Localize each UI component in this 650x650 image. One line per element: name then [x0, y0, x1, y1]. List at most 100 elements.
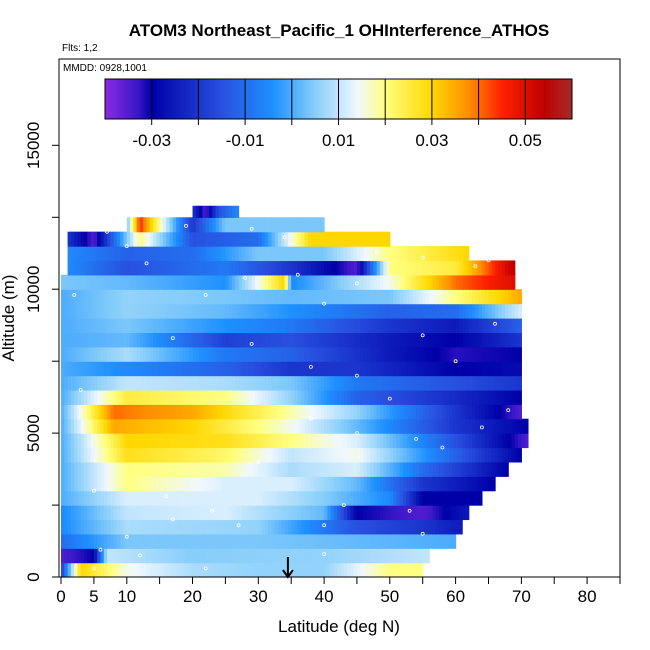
- heat-cell: [166, 289, 171, 305]
- heat-cell: [475, 433, 480, 449]
- heat-cell: [458, 260, 463, 276]
- heat-cell: [113, 246, 118, 262]
- heat-cell: [442, 246, 447, 262]
- heat-cell: [225, 231, 230, 247]
- heat-cell: [402, 519, 407, 535]
- heat-cell: [130, 505, 134, 521]
- heat-cell: [169, 404, 174, 420]
- heat-cell: [445, 533, 450, 549]
- heat-cell: [169, 217, 174, 233]
- heat-cell: [185, 375, 190, 391]
- heat-cell: [514, 418, 519, 434]
- heat-cell: [445, 505, 450, 521]
- heat-cell: [406, 418, 411, 434]
- heat-cell: [353, 303, 358, 319]
- heat-cell: [350, 231, 355, 247]
- heat-cell: [455, 260, 460, 276]
- heat-cell: [291, 274, 296, 290]
- heat-cell: [251, 332, 256, 348]
- heat-cell: [498, 375, 503, 391]
- heat-cell: [340, 433, 345, 449]
- heat-cell: [225, 303, 230, 319]
- heat-cell: [472, 303, 476, 319]
- heat-cell: [222, 404, 227, 420]
- heat-cell: [169, 274, 174, 290]
- heat-cell: [439, 318, 444, 333]
- heat-cell: [347, 289, 351, 305]
- heat-cell: [84, 548, 88, 564]
- heat-cell: [84, 533, 88, 549]
- heat-cell: [143, 404, 148, 420]
- heat-cell: [182, 548, 187, 564]
- heat-cell: [307, 346, 312, 362]
- heat-cell: [399, 303, 404, 319]
- heat-cell: [363, 533, 368, 549]
- heat-cell: [172, 562, 177, 578]
- heat-cell: [159, 505, 164, 521]
- heat-cell: [80, 361, 85, 377]
- heat-cell: [235, 562, 240, 578]
- heat-cell: [202, 389, 207, 405]
- heat-cell: [245, 217, 250, 233]
- heat-cell: [222, 332, 227, 348]
- heat-cell: [274, 375, 279, 391]
- heat-cell: [97, 346, 102, 362]
- heat-cell: [182, 361, 187, 377]
- heat-cell: [320, 246, 325, 262]
- heat-cell: [113, 274, 118, 290]
- heat-cell: [274, 519, 279, 535]
- heat-cell: [337, 476, 342, 492]
- heat-cell: [383, 533, 388, 549]
- heat-cell: [278, 332, 282, 348]
- heat-cell: [274, 231, 279, 247]
- heat-cell: [435, 404, 440, 420]
- heat-cell: [166, 562, 171, 578]
- heat-cell: [416, 533, 421, 549]
- heat-cell: [287, 274, 292, 290]
- heat-cell: [133, 490, 138, 506]
- heat-cell: [120, 548, 125, 564]
- heat-cell: [228, 447, 233, 463]
- heat-cell: [264, 246, 269, 262]
- heat-cell: [195, 389, 200, 405]
- heat-cell: [231, 231, 236, 247]
- heat-cell: [255, 447, 259, 463]
- heat-cell: [215, 562, 220, 578]
- heat-cell: [343, 332, 348, 348]
- heat-cell: [116, 361, 121, 377]
- heat-cell: [406, 332, 411, 348]
- heat-cell: [324, 418, 328, 434]
- heat-cell: [80, 433, 85, 449]
- heat-cell: [212, 346, 217, 362]
- heat-cell: [84, 346, 88, 362]
- heat-cell: [432, 433, 437, 449]
- heat-cell: [504, 260, 509, 276]
- heat-cell: [360, 389, 365, 405]
- heat-cell: [215, 490, 220, 506]
- heat-cell: [297, 433, 302, 449]
- heat-cell: [425, 274, 430, 290]
- heat-cell: [146, 361, 151, 377]
- heat-cell: [133, 375, 138, 391]
- heat-cell: [485, 274, 490, 290]
- heat-cell: [123, 490, 128, 506]
- heat-cell: [169, 490, 174, 506]
- heat-cell: [100, 461, 105, 477]
- heat-cell: [261, 433, 266, 449]
- heat-cell: [287, 346, 292, 362]
- heat-cell: [74, 274, 79, 290]
- heat-cell: [301, 274, 305, 290]
- heat-cell: [455, 346, 460, 362]
- heat-cell: [422, 260, 427, 276]
- heat-cell: [366, 231, 371, 247]
- heat-cell: [504, 389, 509, 405]
- heat-cell: [396, 447, 401, 463]
- heat-cell: [452, 289, 457, 305]
- heat-cell: [139, 533, 144, 549]
- heat-cell: [271, 447, 276, 463]
- heat-cell: [185, 260, 190, 276]
- heat-cell: [284, 490, 289, 506]
- heat-cell: [396, 318, 401, 333]
- heat-layer: [61, 490, 483, 506]
- heat-cell: [327, 260, 332, 276]
